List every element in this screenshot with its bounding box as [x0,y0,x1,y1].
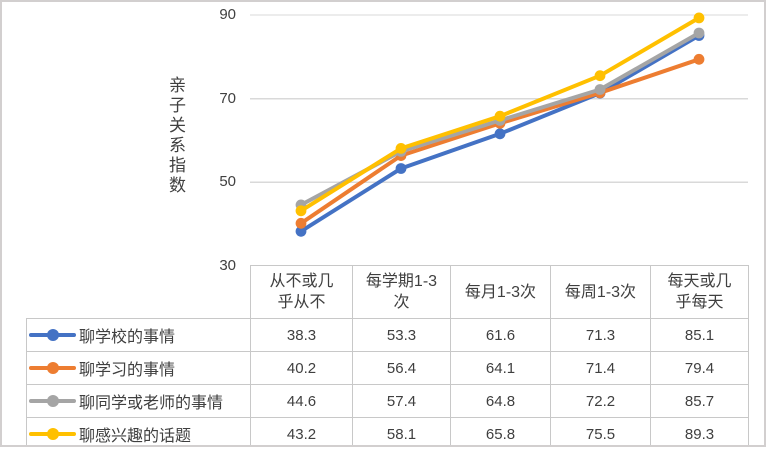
y-tick-label: 50 [219,173,236,191]
value-cell: 44.6 [250,384,353,418]
value-cell: 38.3 [250,318,353,352]
value-cell: 71.3 [550,318,651,352]
legend-marker-icon [29,395,76,407]
value-cell: 89.3 [650,417,749,445]
table-row: 聊学校的事情 38.3 53.3 61.6 71.3 85.1 [26,318,749,352]
data-point-marker [693,53,705,65]
data-table: 从不或几 乎从不 每学期1-3 次每月1-3次 每周1-3次 每天或几 乎每天 聊学校的… [26,265,749,445]
series-name: 聊学校的事情 [79,329,176,346]
value-cell: 43.2 [250,417,353,445]
data-point-marker [295,217,307,229]
column-header-cell: 每天或几 乎每天 [650,265,749,319]
legend-marker-icon [29,329,76,341]
value-cell: 85.1 [650,318,749,352]
series-label-cell: 聊学习的事情 [26,351,251,385]
y-tick-label: 90 [219,6,236,23]
value-cell: 72.2 [550,384,651,418]
value-cell: 40.2 [250,351,353,385]
series-label-cell: 聊学校的事情 [26,318,251,352]
column-header-cell: 每月1-3次 [450,265,551,319]
value-cell: 71.4 [550,351,651,385]
value-cell: 58.1 [352,417,451,445]
series-name: 聊感兴趣的话题 [79,428,192,445]
value-cell: 65.8 [450,417,551,445]
value-cell: 85.7 [650,384,749,418]
data-point-marker [594,84,606,95]
value-cell: 64.8 [450,384,551,418]
plot-area [250,12,748,237]
value-cell: 53.3 [352,318,451,352]
data-point-marker [693,12,705,24]
table-header-row: 从不或几 乎从不 每学期1-3 次每月1-3次 每周1-3次 每天或几 乎每天 [27,265,749,319]
y-tick-label: 30 [219,257,236,274]
series-line [299,57,701,226]
table-row: 聊同学或老师的事情 44.6 57.4 64.8 72.2 85.7 [26,384,749,418]
value-cell: 56.4 [352,351,451,385]
data-point-marker [395,143,407,154]
series-name: 聊同学或老师的事情 [79,395,224,412]
series-label-cell: 聊同学或老师的事情 [26,384,251,418]
y-tick-label: 70 [219,89,236,107]
data-point-marker [494,110,506,122]
value-cell: 61.6 [450,318,551,352]
column-header-cell: 每学期1-3 次 [352,265,451,319]
data-point-marker [295,205,307,217]
table-row: 聊学习的事情 40.2 56.4 64.1 71.4 79.4 [26,351,749,385]
table-corner-cell [27,266,251,319]
legend-marker-icon [29,428,76,440]
value-cell: 75.5 [550,417,651,445]
column-header-cell: 每周1-3次 [550,265,651,319]
legend-marker-icon [29,362,76,374]
value-cell: 64.1 [450,351,551,385]
data-point-marker [395,163,407,174]
table-row: 聊感兴趣的话题 43.2 58.1 65.8 75.5 89.3 [26,417,749,445]
value-cell: 79.4 [650,351,749,385]
series-label-cell: 聊感兴趣的话题 [26,417,251,445]
value-cell: 57.4 [352,384,451,418]
data-point-marker [295,225,307,237]
data-point-marker [594,70,606,82]
column-header-cell: 从不或几 乎从不 [250,265,353,319]
series-name: 聊学习的事情 [79,362,176,379]
y-axis-title: 亲子关系指数 [166,76,185,196]
data-point-marker [693,27,705,39]
data-point-marker [494,128,506,140]
